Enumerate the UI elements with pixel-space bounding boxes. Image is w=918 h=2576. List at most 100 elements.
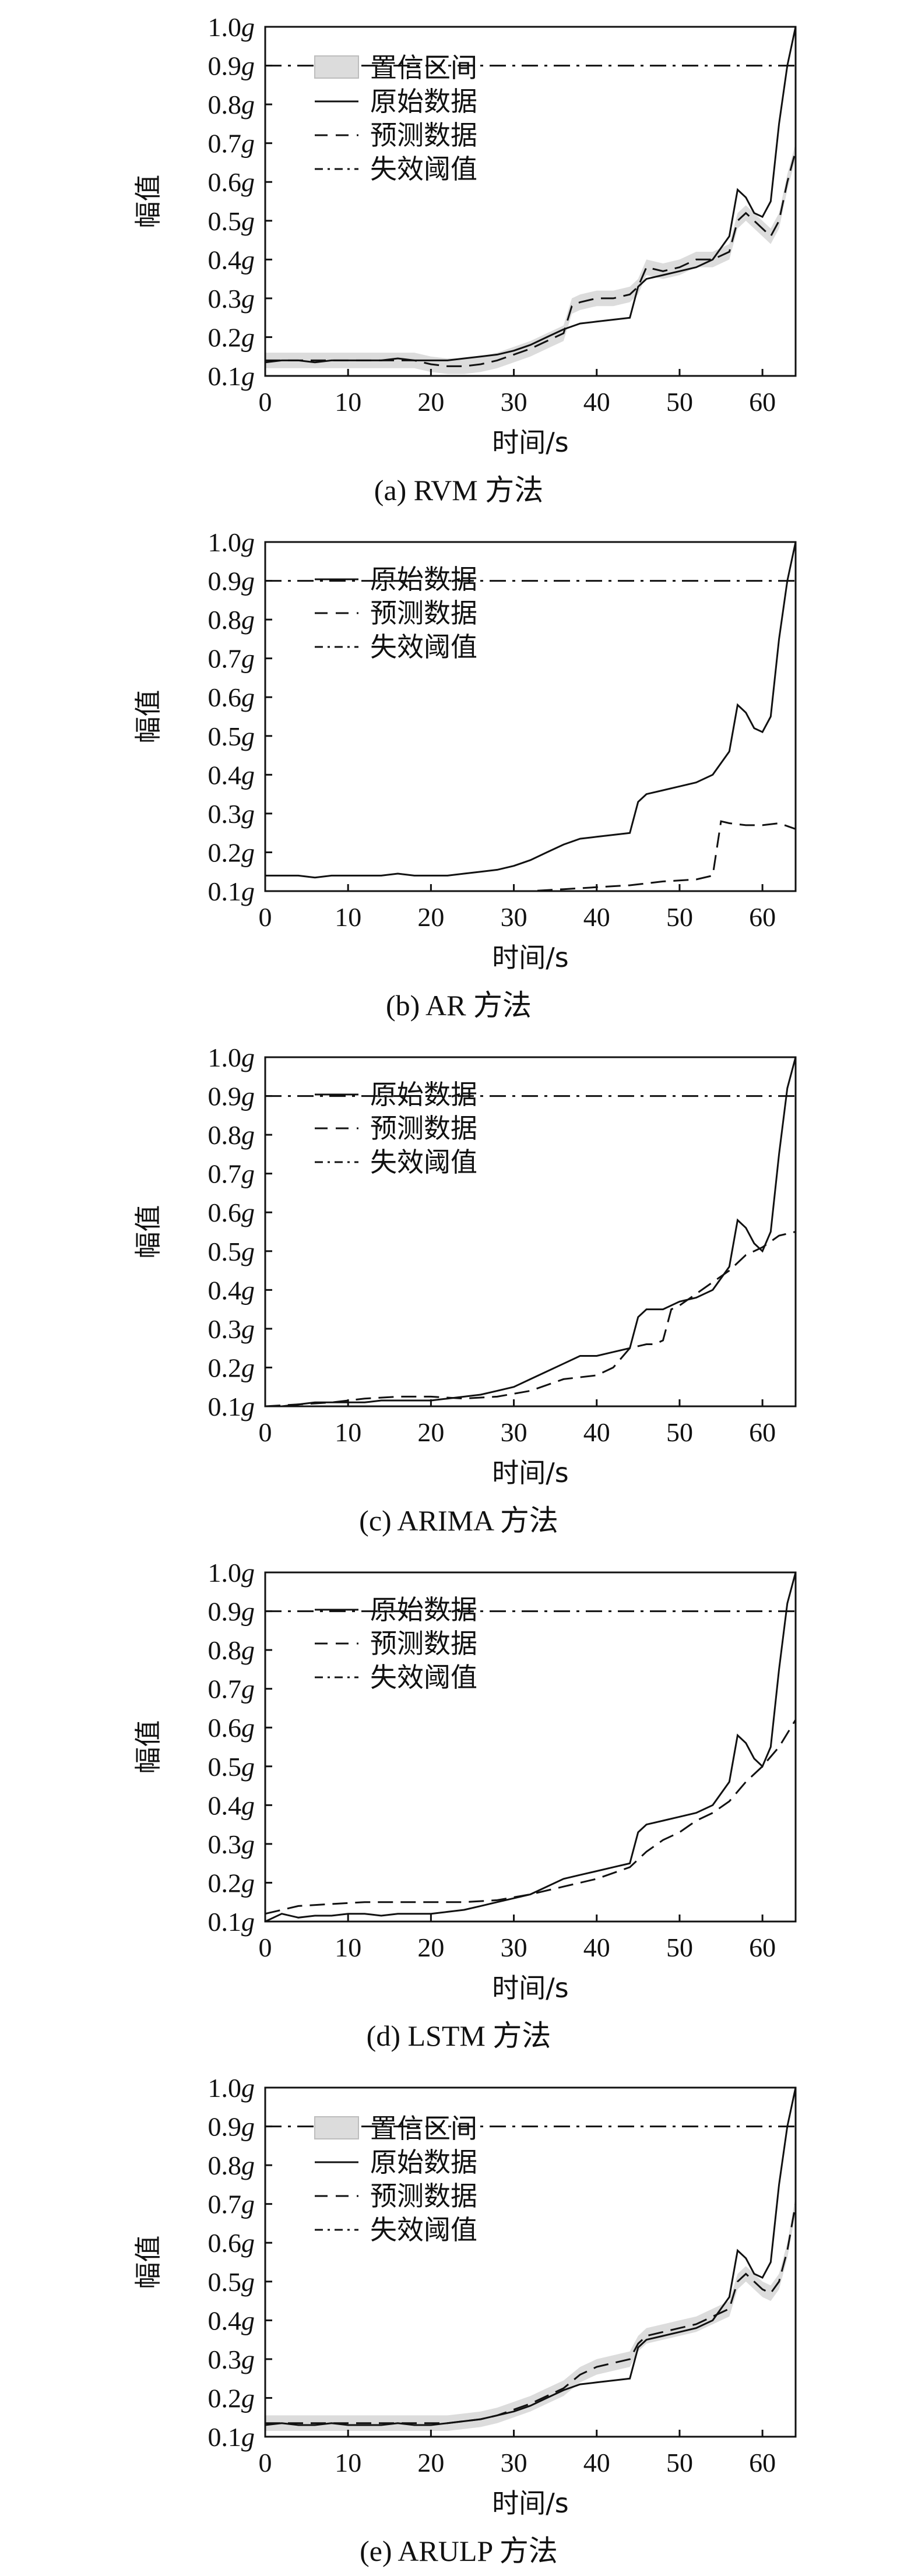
y-tick-label: 0.1g	[208, 361, 255, 391]
y-tick-label: 0.6g	[208, 682, 255, 712]
legend-label: 失效阈值	[370, 153, 477, 185]
legend-label: 预测数据	[370, 2180, 477, 2212]
series-original-line	[265, 1572, 796, 1922]
x-axis-label: 时间/s	[492, 427, 568, 458]
y-tick-label: 0.5g	[208, 1752, 255, 1782]
series-original-line	[265, 1057, 796, 1406]
y-axis-label: 幅值	[132, 1205, 164, 1259]
legend-label: 失效阈值	[370, 1146, 477, 1178]
y-tick-label: 0.6g	[208, 167, 255, 197]
legend-label: 原始数据	[370, 86, 477, 117]
x-tick-label: 30	[501, 387, 527, 417]
x-tick-label: 40	[583, 1417, 610, 1447]
legend-label: 置信区间	[370, 2113, 477, 2144]
y-tick-label: 0.4g	[208, 2306, 255, 2335]
series-predicted-line	[482, 820, 796, 891]
plot-frame	[264, 1571, 797, 1923]
y-tick-label: 0.1g	[208, 2422, 255, 2452]
legend-label: 失效阈值	[370, 2214, 477, 2246]
x-tick-label: 50	[666, 1417, 693, 1447]
y-tick-label: 0.2g	[208, 837, 255, 867]
x-tick-label: 10	[335, 387, 361, 417]
y-tick-label: 0.2g	[208, 322, 255, 352]
chart-caption: (c) ARIMA 方法	[359, 1504, 558, 1537]
x-tick-label: 60	[749, 1933, 776, 1962]
legend-label: 置信区间	[370, 52, 477, 83]
x-tick-label: 0	[259, 1417, 272, 1447]
legend-item: 原始数据	[315, 86, 477, 117]
legend-item: 失效阈值	[315, 153, 477, 185]
y-tick-label: 0.3g	[208, 799, 255, 829]
chart-caption: (b) AR 方法	[386, 989, 532, 1022]
y-tick-label: 0.3g	[208, 284, 255, 314]
x-tick-label: 50	[666, 2448, 693, 2478]
legend-label: 预测数据	[370, 597, 477, 629]
chart-svg: 0.1g 0.2g 0.3g 0.4g 0.5g 0.6g 0.7g 0.8g 0.9g 1.0g…	[132, 1043, 797, 1537]
x-tick-label: 0	[259, 2448, 272, 2478]
x-tick-label: 40	[583, 387, 610, 417]
x-tick-label: 10	[335, 1933, 361, 1962]
x-tick-label: 60	[749, 2448, 776, 2478]
legend-item: 失效阈值	[315, 1146, 477, 1178]
y-tick-label: 0.9g	[208, 566, 255, 596]
legend-item: 置信区间	[314, 2113, 477, 2144]
x-tick-label: 20	[417, 387, 444, 417]
chart-caption: (e) ARULP 方法	[360, 2535, 558, 2567]
x-tick-label: 20	[417, 1933, 444, 1962]
y-axis-label: 幅值	[132, 690, 164, 744]
legend-label: 预测数据	[370, 1628, 477, 1659]
y-tick-label: 0.7g	[208, 2190, 255, 2219]
plot-frame	[264, 26, 797, 377]
x-axis-label: 时间/s	[492, 2487, 568, 2519]
y-tick-label: 0.9g	[208, 1597, 255, 1627]
legend-label: 预测数据	[370, 119, 477, 151]
y-tick-label: 0.7g	[208, 1674, 255, 1704]
y-tick-label: 0.7g	[208, 644, 255, 674]
series-predicted-line	[265, 1231, 796, 1406]
legend-item: 原始数据	[315, 1594, 477, 1625]
plot-frame	[264, 541, 797, 892]
legend-item: 预测数据	[315, 2180, 477, 2212]
plot-frame	[264, 1056, 797, 1407]
confidence-band	[265, 143, 796, 374]
y-tick-label: 0.4g	[208, 1275, 255, 1305]
series-predicted-line	[265, 2204, 796, 2424]
y-tick-label: 0.4g	[208, 760, 255, 790]
legend-item: 原始数据	[315, 1079, 477, 1110]
legend-item: 预测数据	[315, 1628, 477, 1659]
legend-item: 预测数据	[315, 597, 477, 629]
chart-panel: 0.1g 0.2g 0.3g 0.4g 0.5g 0.6g 0.7g 0.8g 0.9g 1.0g…	[0, 2061, 918, 2576]
chart-svg: 0.1g 0.2g 0.3g 0.4g 0.5g 0.6g 0.7g 0.8g 0.9g 1.0g…	[132, 527, 797, 1022]
x-axis-label: 时间/s	[492, 1972, 568, 2004]
y-tick-label: 0.8g	[208, 1120, 255, 1150]
series-predicted-line	[265, 150, 796, 367]
y-tick-label: 0.8g	[208, 1635, 255, 1665]
y-tick-label: 0.8g	[208, 90, 255, 119]
x-tick-label: 30	[501, 2448, 527, 2478]
x-axis-label: 时间/s	[492, 942, 568, 973]
chart-svg: 0.1g 0.2g 0.3g 0.4g 0.5g 0.6g 0.7g 0.8g 0.9g 1.0g…	[132, 12, 797, 506]
legend-item: 预测数据	[315, 1113, 477, 1144]
y-tick-label: 0.5g	[208, 722, 255, 751]
legend-item: 失效阈值	[315, 631, 477, 663]
y-tick-label: 0.1g	[208, 877, 255, 906]
legend-label: 原始数据	[370, 1594, 477, 1625]
legend-item: 置信区间	[314, 52, 477, 83]
x-tick-label: 40	[583, 2448, 610, 2478]
series-original-line	[265, 2088, 796, 2426]
chart-svg: 0.1g 0.2g 0.3g 0.4g 0.5g 0.6g 0.7g 0.8g 0.9g 1.0g…	[132, 1558, 797, 2052]
x-tick-label: 10	[335, 1417, 361, 1447]
y-tick-label: 0.8g	[208, 605, 255, 635]
chart-caption: (a) RVM 方法	[374, 474, 543, 506]
x-tick-label: 0	[259, 387, 272, 417]
x-tick-label: 20	[417, 2448, 444, 2478]
x-tick-label: 40	[583, 1933, 610, 1962]
y-tick-label: 0.5g	[208, 1237, 255, 1266]
plot-frame	[264, 2086, 797, 2438]
y-tick-label: 0.9g	[208, 51, 255, 81]
series-predicted-line	[265, 1719, 796, 1915]
chart-panel: 0.1g 0.2g 0.3g 0.4g 0.5g 0.6g 0.7g 0.8g 0.9g 1.0g…	[0, 1030, 918, 1546]
y-tick-label: 0.6g	[208, 1198, 255, 1227]
y-tick-label: 1.0g	[208, 12, 255, 42]
y-tick-label: 0.4g	[208, 1790, 255, 1820]
